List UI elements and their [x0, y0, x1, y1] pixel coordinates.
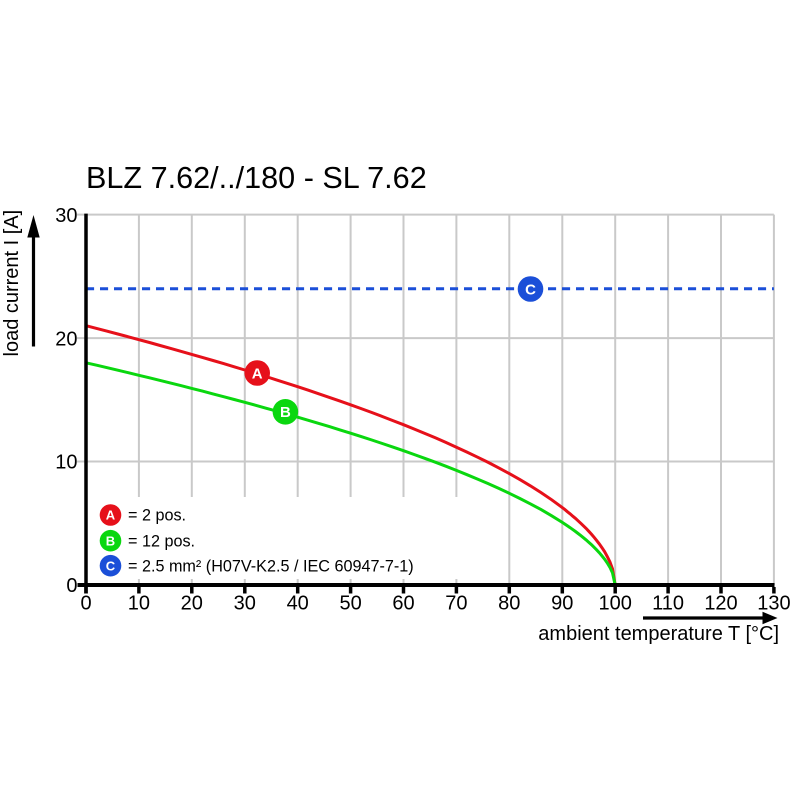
svg-text:20: 20 — [55, 328, 77, 350]
svg-text:0: 0 — [66, 575, 77, 597]
svg-text:C: C — [525, 281, 536, 298]
svg-text:30: 30 — [234, 593, 256, 615]
svg-text:ambient temperature T [°C]: ambient temperature T [°C] — [538, 623, 779, 645]
svg-text:10: 10 — [55, 452, 77, 474]
svg-text:BLZ 7.62/../180 - SL 7.62: BLZ 7.62/../180 - SL 7.62 — [86, 161, 427, 195]
svg-text:120: 120 — [704, 593, 737, 615]
svg-text:100: 100 — [599, 593, 632, 615]
svg-text:70: 70 — [445, 593, 467, 615]
svg-text:60: 60 — [392, 593, 414, 615]
svg-text:A: A — [106, 508, 116, 523]
svg-text:= 12 pos.: = 12 pos. — [128, 532, 195, 550]
svg-text:B: B — [106, 533, 115, 548]
svg-text:50: 50 — [339, 593, 361, 615]
svg-text:80: 80 — [498, 593, 520, 615]
svg-text:30: 30 — [55, 205, 77, 227]
svg-text:C: C — [106, 558, 116, 573]
svg-text:= 2.5 mm² (H07V-K2.5 / IEC 609: = 2.5 mm² (H07V-K2.5 / IEC 60947-7-1) — [128, 557, 414, 575]
svg-text:90: 90 — [551, 593, 573, 615]
svg-text:130: 130 — [757, 593, 790, 615]
svg-text:20: 20 — [181, 593, 203, 615]
svg-text:10: 10 — [128, 593, 150, 615]
svg-text:= 2 pos.: = 2 pos. — [128, 507, 186, 525]
svg-text:110: 110 — [652, 593, 684, 615]
svg-text:A: A — [252, 365, 263, 382]
svg-text:B: B — [280, 404, 291, 421]
svg-text:load current I [A]: load current I [A] — [1, 210, 23, 357]
svg-text:40: 40 — [287, 593, 309, 615]
svg-text:0: 0 — [80, 593, 91, 615]
